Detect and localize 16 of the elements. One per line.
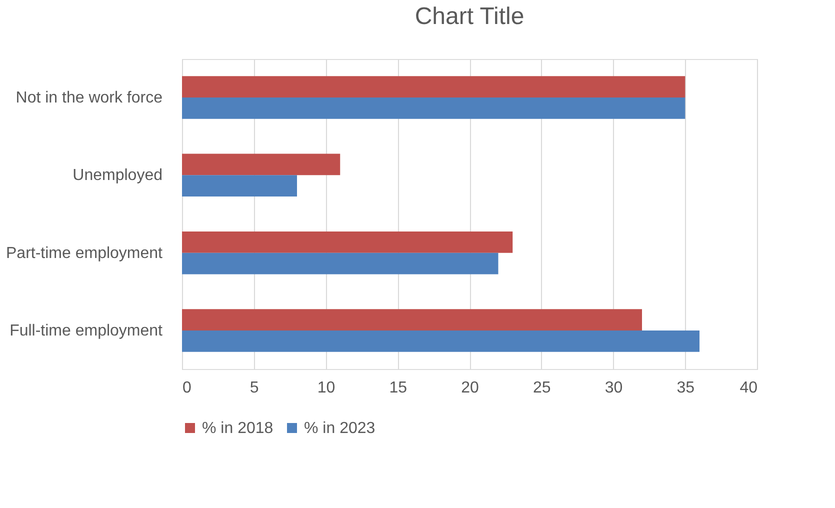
x-tick-label: 15	[389, 380, 408, 396]
y-tick-label: Unemployed	[72, 167, 162, 184]
y-tick-label: Not in the work force	[16, 89, 163, 106]
chart-title: Chart Title	[414, 3, 524, 30]
x-tick-label: 40	[740, 380, 758, 396]
legend-label: % in 2023	[304, 420, 376, 437]
x-tick-label: 30	[604, 380, 623, 396]
x-tick-label: 20	[461, 380, 479, 396]
y-tick-label: Full-time employment	[10, 322, 164, 340]
legend-label: % in 2018	[202, 420, 274, 437]
x-tick-label: 0	[182, 380, 192, 396]
x-tick-label: 10	[317, 380, 336, 396]
x-tick-label: 25	[532, 380, 551, 396]
x-tick-label: 35	[676, 380, 695, 396]
x-tick-label: 5	[250, 380, 259, 396]
y-tick-label: Part-time employment	[6, 244, 164, 262]
